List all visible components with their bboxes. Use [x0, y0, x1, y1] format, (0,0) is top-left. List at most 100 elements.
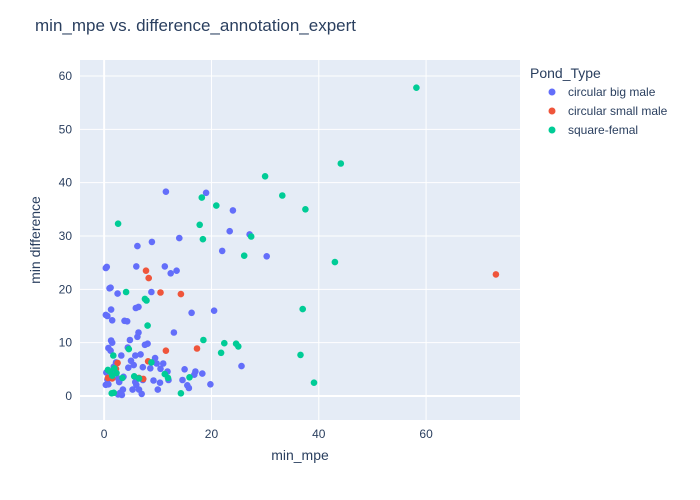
data-point[interactable]	[114, 359, 121, 367]
data-point[interactable]	[142, 267, 150, 275]
data-point[interactable]	[123, 318, 131, 325]
data-point[interactable]	[181, 366, 188, 373]
data-point[interactable]	[186, 374, 193, 381]
data-point[interactable]	[135, 303, 142, 311]
data-point[interactable]	[145, 274, 152, 282]
data-point[interactable]	[108, 317, 116, 324]
data-point[interactable]	[226, 227, 233, 235]
legend-item[interactable]: circular small male	[548, 104, 668, 118]
data-point[interactable]	[199, 370, 206, 377]
data-point[interactable]	[147, 365, 154, 372]
data-point[interactable]	[114, 220, 122, 227]
data-point[interactable]	[129, 386, 136, 393]
data-point[interactable]	[247, 233, 255, 240]
data-point[interactable]	[176, 234, 183, 242]
data-point[interactable]	[213, 202, 220, 209]
data-point[interactable]	[126, 336, 134, 344]
data-point[interactable]	[156, 379, 164, 387]
data-point[interactable]	[159, 360, 167, 367]
data-point[interactable]	[130, 361, 137, 369]
data-point[interactable]	[110, 352, 117, 359]
data-point[interactable]	[135, 375, 143, 382]
data-point[interactable]	[143, 297, 150, 304]
data-point[interactable]	[119, 374, 126, 382]
data-point[interactable]	[331, 258, 339, 266]
data-point[interactable]	[151, 354, 159, 362]
data-point[interactable]	[144, 322, 151, 329]
data-point[interactable]	[138, 390, 145, 398]
data-point[interactable]	[118, 391, 126, 399]
data-point[interactable]	[134, 242, 141, 250]
data-point[interactable]	[261, 173, 269, 180]
legend-item[interactable]: square-femal	[548, 123, 639, 137]
data-point[interactable]	[202, 189, 210, 197]
data-point[interactable]	[188, 309, 195, 317]
data-point[interactable]	[196, 221, 203, 229]
data-point[interactable]	[150, 377, 157, 384]
data-point[interactable]	[263, 252, 271, 260]
data-point[interactable]	[162, 188, 170, 195]
data-point[interactable]	[235, 343, 242, 350]
data-point[interactable]	[125, 364, 132, 372]
data-point[interactable]	[157, 289, 164, 296]
data-point[interactable]	[177, 390, 185, 397]
data-point[interactable]	[297, 351, 304, 359]
data-point[interactable]	[198, 194, 206, 201]
legend-item[interactable]: circular big male	[548, 85, 656, 99]
data-point[interactable]	[106, 285, 113, 292]
data-point[interactable]	[118, 352, 125, 359]
data-point[interactable]	[107, 347, 114, 355]
data-point[interactable]	[139, 363, 147, 371]
data-point[interactable]	[161, 263, 169, 270]
data-point[interactable]	[122, 288, 130, 296]
data-point[interactable]	[179, 376, 186, 384]
data-point[interactable]	[148, 359, 155, 366]
data-point[interactable]	[154, 386, 162, 393]
data-point[interactable]	[492, 271, 500, 278]
data-point[interactable]	[200, 336, 207, 344]
data-point[interactable]	[185, 384, 193, 392]
data-point[interactable]	[413, 84, 420, 91]
data-point[interactable]	[192, 368, 199, 375]
data-point[interactable]	[279, 192, 286, 199]
data-point[interactable]	[132, 352, 139, 359]
data-point[interactable]	[144, 340, 151, 348]
data-point[interactable]	[299, 305, 307, 313]
data-point[interactable]	[148, 288, 155, 296]
data-point[interactable]	[221, 339, 228, 347]
data-point[interactable]	[137, 351, 144, 358]
plot-area[interactable]	[80, 60, 520, 420]
data-point[interactable]	[217, 349, 225, 357]
data-point[interactable]	[167, 270, 174, 277]
data-point[interactable]	[114, 290, 121, 297]
data-point[interactable]	[107, 306, 115, 313]
data-point[interactable]	[177, 290, 185, 298]
data-point[interactable]	[133, 263, 140, 270]
data-point[interactable]	[310, 379, 318, 387]
data-point[interactable]	[125, 345, 133, 353]
data-point[interactable]	[337, 160, 345, 167]
data-point[interactable]	[113, 369, 120, 377]
data-point[interactable]	[105, 381, 112, 388]
data-point[interactable]	[157, 365, 164, 373]
data-point[interactable]	[110, 389, 118, 397]
data-point[interactable]	[119, 386, 127, 393]
data-point[interactable]	[193, 345, 201, 352]
data-point[interactable]	[133, 381, 140, 389]
data-point[interactable]	[229, 207, 237, 214]
data-point[interactable]	[148, 238, 156, 246]
data-point[interactable]	[210, 307, 218, 315]
data-point[interactable]	[199, 235, 207, 243]
data-point[interactable]	[162, 347, 170, 355]
data-point[interactable]	[108, 339, 116, 347]
data-point[interactable]	[240, 252, 248, 259]
data-point[interactable]	[170, 329, 178, 336]
data-point[interactable]	[207, 381, 214, 388]
data-point[interactable]	[164, 374, 172, 382]
data-point[interactable]	[173, 267, 180, 275]
data-point[interactable]	[135, 329, 142, 336]
data-point[interactable]	[103, 263, 111, 271]
data-point[interactable]	[104, 312, 111, 320]
data-point[interactable]	[218, 247, 226, 255]
data-point[interactable]	[238, 362, 245, 370]
